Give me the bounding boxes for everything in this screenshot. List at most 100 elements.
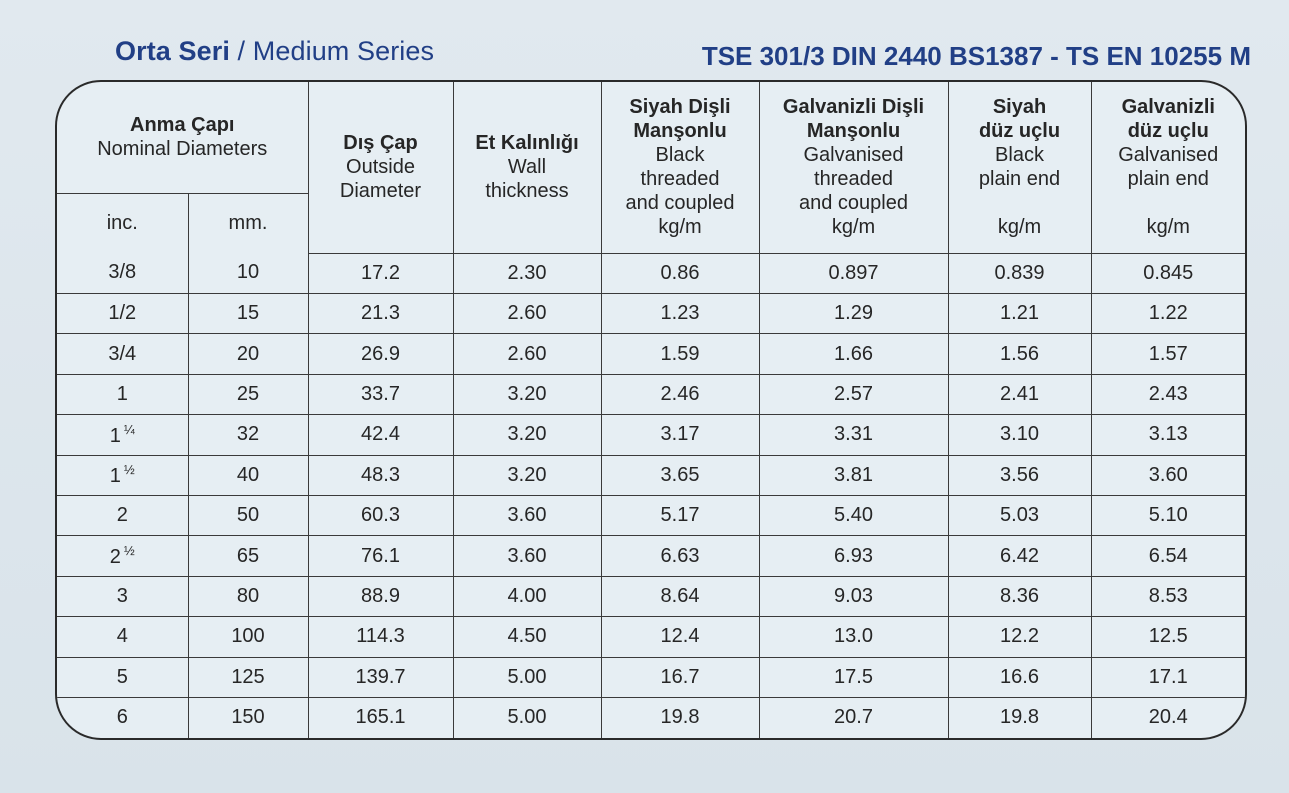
cell-outside-diameter: 76.1 <box>307 535 454 577</box>
table-row: 3/4 20 26.9 2.60 1.59 1.66 1.56 1.57 <box>57 333 1245 375</box>
cell-galv-threaded: 1.66 <box>758 333 949 375</box>
cell-outside-diameter: 88.9 <box>307 575 454 618</box>
cell-black-plain: 16.6 <box>947 656 1092 698</box>
series-title: Orta Seri / Medium Series <box>115 36 434 67</box>
pipe-spec-table: Anma Çapı Nominal Diameters Dış Çap Outs… <box>57 82 1245 738</box>
cell-galv-plain: 12.5 <box>1090 616 1245 658</box>
header-black-threaded-en1: Black <box>655 144 705 167</box>
standards-title: TSE 301/3 DIN 2440 BS1387 - TS EN 10255 … <box>701 41 1251 71</box>
cell-galv-plain: 0.845 <box>1090 253 1245 294</box>
cell-galv-threaded: 1.29 <box>758 292 949 335</box>
cell-outside-diameter: 42.4 <box>307 414 454 456</box>
cell-galv-plain: 6.54 <box>1090 535 1245 577</box>
cell-black-plain: 3.10 <box>947 414 1092 456</box>
cell-galv-threaded: 9.03 <box>758 575 949 618</box>
table-row: 6 150 165.1 5.00 19.8 20.7 19.8 20.4 <box>57 696 1245 738</box>
cell-galv-plain: 2.43 <box>1090 373 1245 416</box>
cell-mm: 10 <box>187 253 309 294</box>
header-wall-tr: Et Kalınlığı <box>475 132 579 155</box>
table-row: 1/2 15 21.3 2.60 1.23 1.29 1.21 1.22 <box>57 292 1245 335</box>
cell-galv-threaded: 13.0 <box>758 616 949 658</box>
cell-black-threaded: 19.8 <box>600 696 760 738</box>
cell-black-threaded: 12.4 <box>600 616 760 658</box>
inch-value: 2 <box>109 546 121 569</box>
header-black-plain: Siyah düz uçlu Black plain end kg/m <box>947 82 1092 254</box>
cell-black-threaded: 16.7 <box>600 656 760 698</box>
inch-value: 1/2 <box>108 302 137 325</box>
header-outside-en1: Outside <box>346 156 415 179</box>
cell-black-threaded: 3.17 <box>600 414 760 456</box>
cell-mm: 65 <box>187 535 309 577</box>
inch-value: 2 <box>116 504 128 527</box>
table-row: 1 ½ 40 48.3 3.20 3.65 3.81 3.56 3.60 <box>57 454 1245 496</box>
header-outside-diameter: Dış Çap Outside Diameter <box>307 82 454 254</box>
header-black-threaded-unit: kg/m <box>658 216 702 239</box>
cell-black-plain: 8.36 <box>947 575 1092 618</box>
cell-mm: 15 <box>187 292 309 335</box>
header-black-plain-en2: plain end <box>978 168 1061 191</box>
header-black-plain-spacer <box>949 191 1091 215</box>
cell-wall-thickness: 4.50 <box>452 616 602 658</box>
cell-galv-threaded: 6.93 <box>758 535 949 577</box>
pipe-spec-table-frame: Anma Çapı Nominal Diameters Dış Çap Outs… <box>55 80 1247 740</box>
cell-galv-threaded: 0.897 <box>758 253 949 294</box>
cell-wall-thickness: 5.00 <box>452 656 602 698</box>
header-galv-threaded-en1: Galvanised <box>803 144 904 167</box>
cell-outside-diameter: 60.3 <box>307 494 454 537</box>
cell-galv-threaded: 3.81 <box>758 454 949 496</box>
cell-outside-diameter: 21.3 <box>307 292 454 335</box>
cell-black-threaded: 5.17 <box>600 494 760 537</box>
cell-outside-diameter: 48.3 <box>307 454 454 496</box>
header-galv-threaded-unit: kg/m <box>831 216 876 239</box>
header-outside-en2: Diameter <box>339 180 422 203</box>
table-row: 2 ½ 65 76.1 3.60 6.63 6.93 6.42 6.54 <box>57 535 1245 577</box>
header-wall-en1: Wall <box>507 156 547 179</box>
cell-mm: 20 <box>187 333 309 375</box>
header-galv-threaded-tr1: Galvanizli Dişli <box>782 96 925 119</box>
cell-wall-thickness: 3.20 <box>452 373 602 416</box>
header-black-plain-tr2: düz uçlu <box>978 120 1061 143</box>
header-wall-en2: thickness <box>485 180 569 203</box>
header-row: Anma Çapı Nominal Diameters Dış Çap Outs… <box>57 82 1245 254</box>
cell-black-plain: 1.21 <box>947 292 1092 335</box>
cell-black-threaded: 1.23 <box>600 292 760 335</box>
inch-value: 4 <box>116 625 128 648</box>
inch-value: 3/8 <box>108 261 137 284</box>
header-black-plain-en1: Black <box>995 144 1044 167</box>
cell-inch: 3 <box>57 575 189 618</box>
cell-inch: 2 <box>57 494 189 537</box>
header-galv-plain-en2: plain end <box>1127 168 1209 191</box>
header-galv-plain-unit: kg/m <box>1146 216 1190 239</box>
series-title-separator: / <box>229 36 253 66</box>
table-row: 3 80 88.9 4.00 8.64 9.03 8.36 8.53 <box>57 575 1245 618</box>
header-galv-plain-tr1: Galvanizli <box>1121 96 1215 119</box>
cell-wall-thickness: 2.60 <box>452 292 602 335</box>
cell-galv-threaded: 5.40 <box>758 494 949 537</box>
cell-wall-thickness: 3.20 <box>452 454 602 496</box>
cell-black-plain: 1.56 <box>947 333 1092 375</box>
cell-black-plain: 2.41 <box>947 373 1092 416</box>
cell-wall-thickness: 3.20 <box>452 414 602 456</box>
cell-wall-thickness: 3.60 <box>452 494 602 537</box>
cell-inch: 4 <box>57 616 189 658</box>
cell-galv-plain: 20.4 <box>1090 696 1245 738</box>
cell-mm: 100 <box>187 616 309 658</box>
cell-mm: 150 <box>187 696 309 738</box>
cell-galv-threaded: 20.7 <box>758 696 949 738</box>
cell-inch: 1/2 <box>57 292 189 335</box>
cell-outside-diameter: 17.2 <box>307 253 454 294</box>
header-outside-tr: Dış Çap <box>343 132 418 155</box>
header-galv-threaded: Galvanizli Dişli Manşonlu Galvanised thr… <box>758 82 949 254</box>
inch-value: 6 <box>116 706 128 729</box>
cell-wall-thickness: 2.60 <box>452 333 602 375</box>
table-row: 3/8 10 17.2 2.30 0.86 0.897 0.839 0.845 <box>57 253 1245 294</box>
cell-mm: 40 <box>187 454 309 496</box>
inch-value: 3/4 <box>108 342 137 365</box>
series-title-tr: Orta Seri <box>115 36 230 66</box>
cell-galv-plain: 8.53 <box>1090 575 1245 618</box>
header-galv-threaded-en2: threaded <box>814 168 893 191</box>
cell-wall-thickness: 4.00 <box>452 575 602 618</box>
inch-fraction: ½ <box>123 543 135 559</box>
header-black-plain-unit: kg/m <box>997 216 1042 239</box>
